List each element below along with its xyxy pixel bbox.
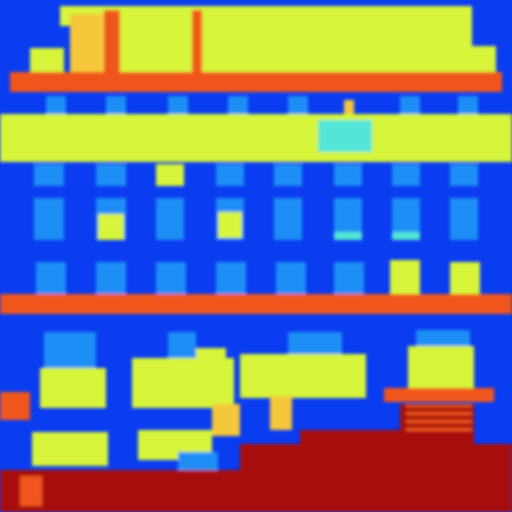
awning-left — [40, 368, 106, 408]
window-row-1 — [34, 164, 478, 186]
ground-storefront — [0, 404, 512, 512]
roof-left-post — [70, 14, 104, 76]
awning-center — [196, 348, 226, 370]
shutter-stripes — [406, 404, 472, 431]
upper-window-row — [46, 96, 478, 116]
orange-sill-left — [0, 392, 30, 420]
shop-sign-left — [32, 432, 108, 466]
orange-sill-right — [384, 388, 494, 402]
roof-red-slit — [192, 10, 202, 76]
band-accent — [318, 120, 372, 152]
cornice-stripe-top — [10, 72, 502, 92]
awning-center-right — [240, 354, 366, 398]
window-row-2 — [34, 198, 478, 240]
roof-sign-block — [120, 6, 472, 80]
yellow-band — [0, 114, 512, 162]
roof-red-bar — [104, 10, 120, 76]
cornice-stripe-middle — [0, 294, 512, 314]
